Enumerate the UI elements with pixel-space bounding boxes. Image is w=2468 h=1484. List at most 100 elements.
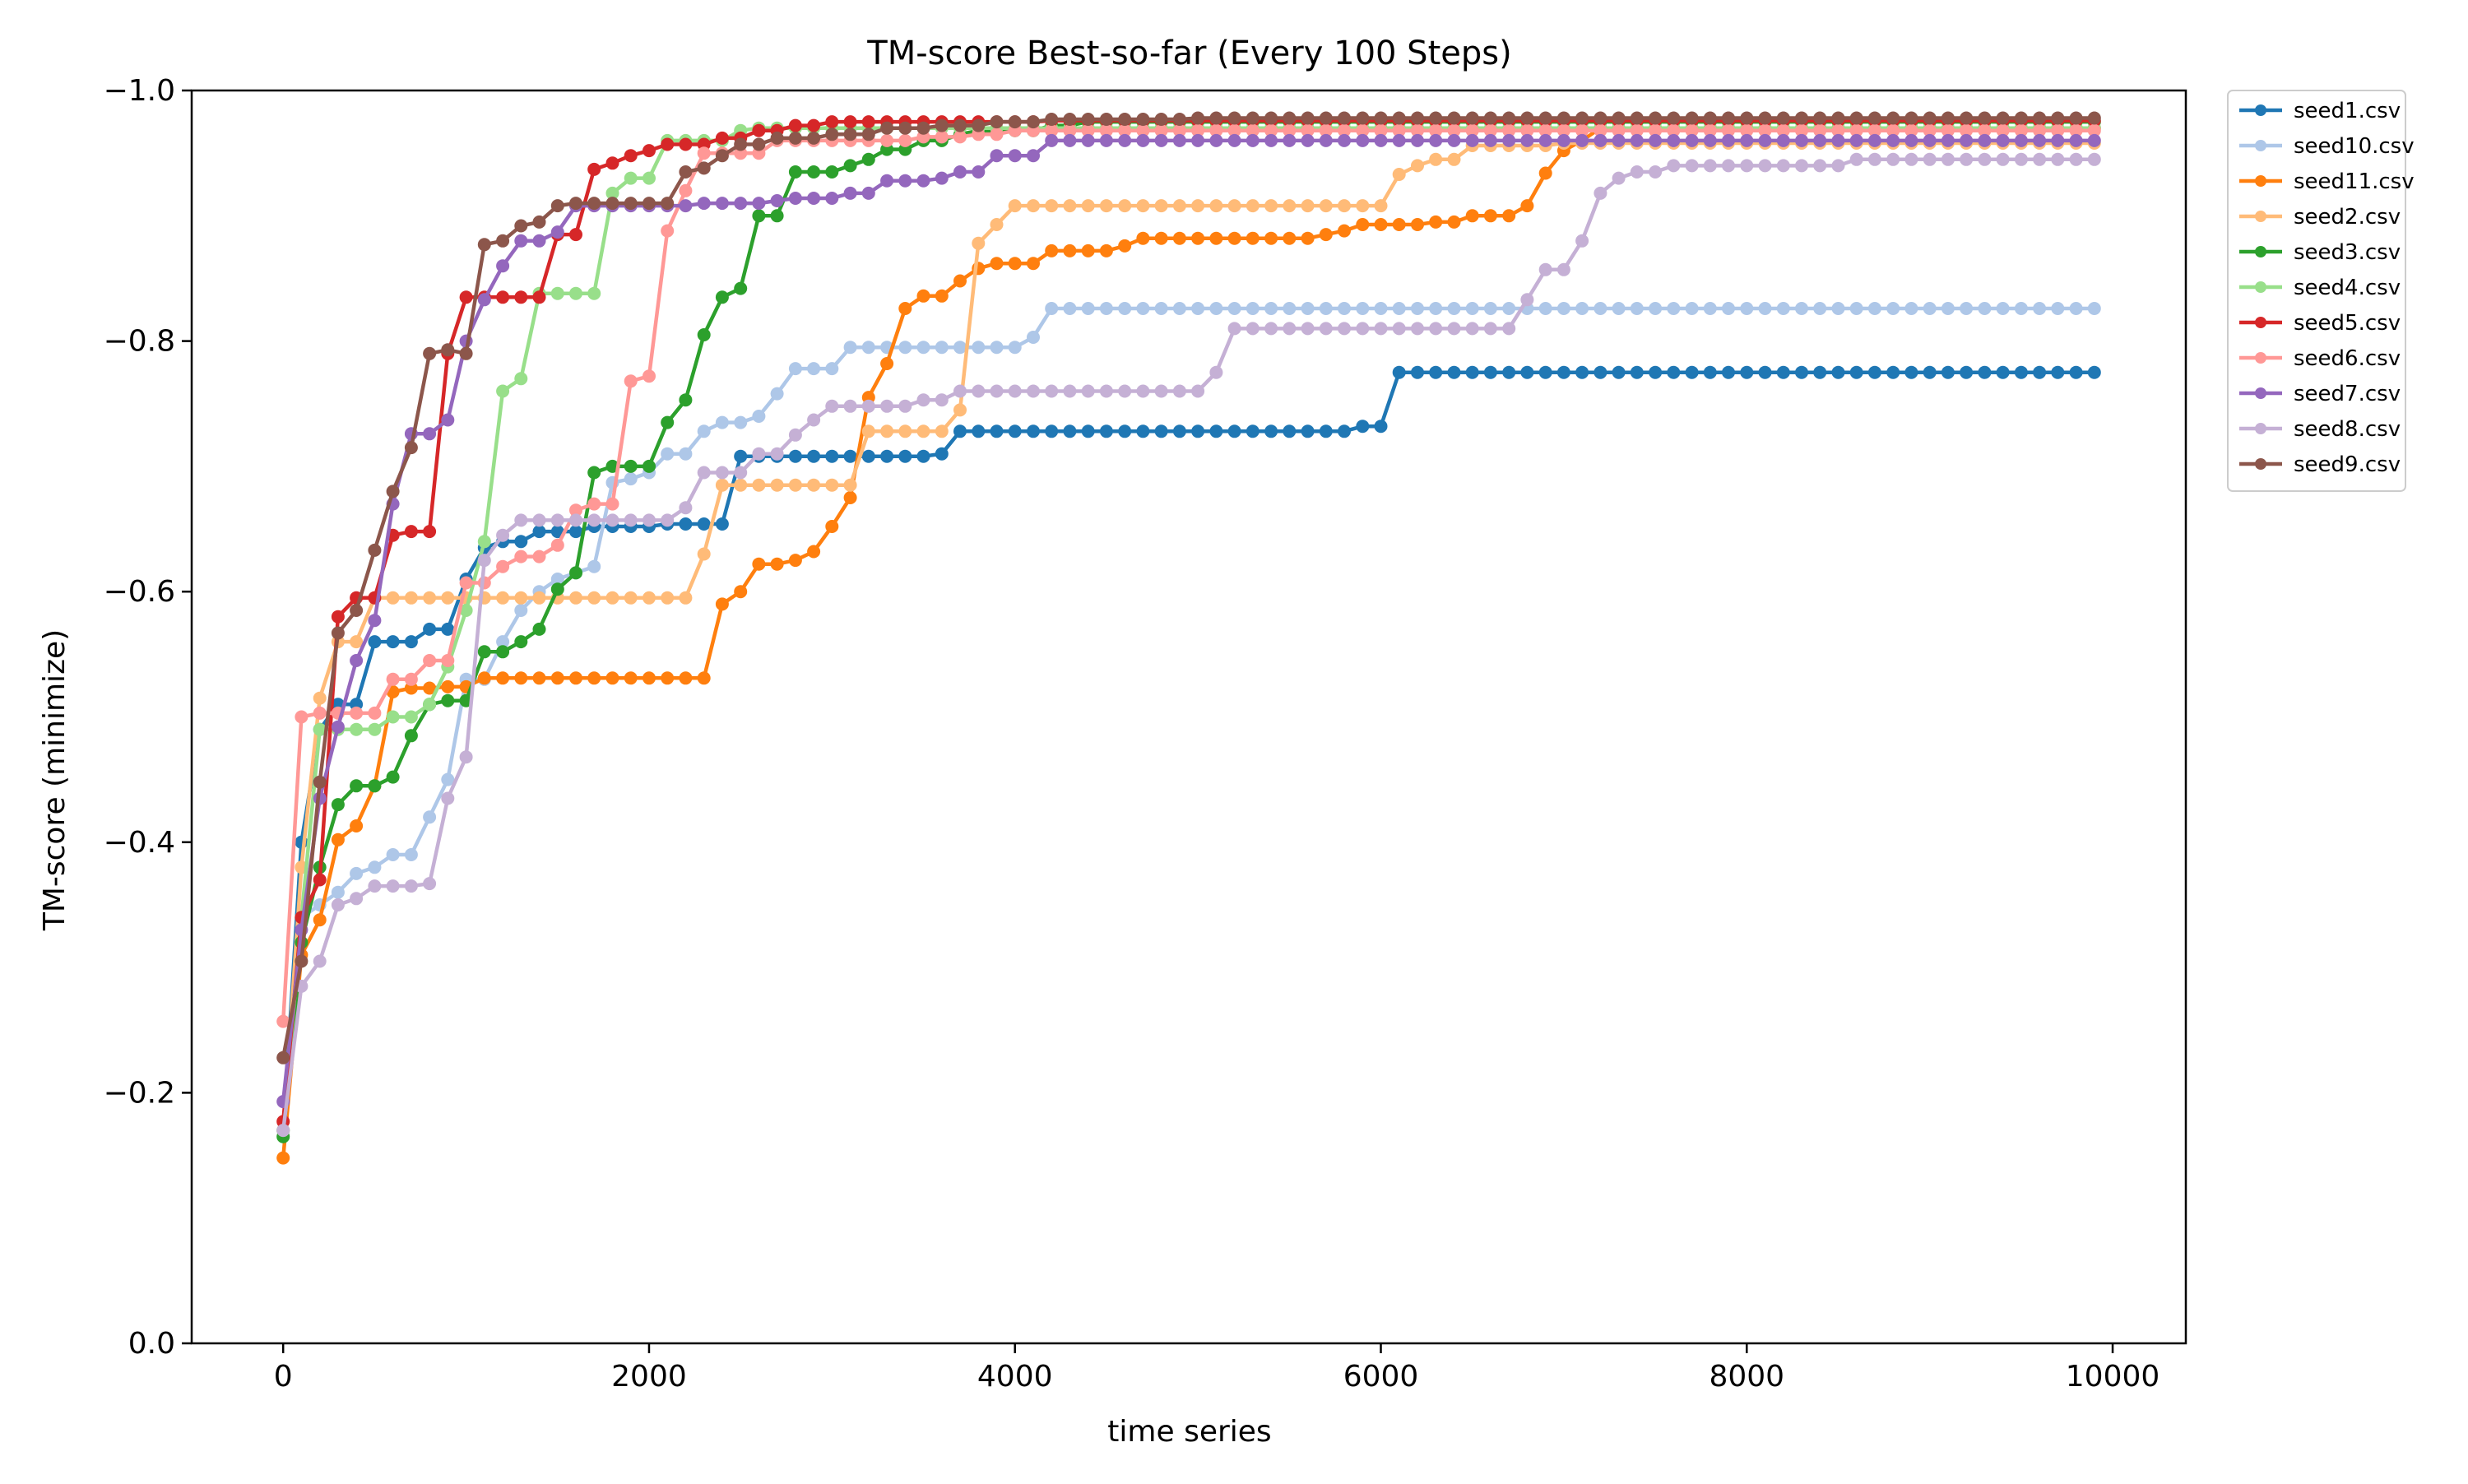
data-point [496, 635, 510, 649]
data-point [1301, 424, 1315, 438]
data-point [825, 449, 839, 463]
data-point [1795, 133, 1808, 147]
data-point [734, 585, 748, 599]
data-point [1538, 166, 1552, 180]
data-point [715, 466, 729, 480]
data-point [825, 128, 839, 141]
data-point [1849, 365, 1863, 379]
data-point [1722, 111, 1735, 125]
data-point [331, 885, 345, 899]
data-point [916, 289, 930, 303]
data-point [880, 449, 894, 463]
legend-label: seed3.csv [2294, 240, 2401, 265]
data-point [1886, 133, 1900, 147]
data-point [441, 654, 455, 667]
data-point [788, 362, 802, 376]
data-point [2014, 302, 2028, 315]
data-point [843, 128, 857, 141]
data-point [1081, 113, 1095, 126]
data-point [1849, 152, 1863, 166]
data-point [1008, 257, 1022, 271]
data-point [496, 528, 510, 542]
data-point [1118, 239, 1132, 253]
data-point [587, 197, 601, 211]
data-point [587, 591, 601, 605]
series-line [281, 116, 2095, 1059]
data-point [423, 622, 437, 636]
data-point [1338, 302, 1351, 315]
data-point [605, 497, 619, 511]
data-point [715, 517, 729, 531]
data-point [514, 671, 528, 685]
legend-swatch-marker [2255, 281, 2266, 293]
data-point [972, 424, 986, 438]
data-point [1904, 365, 1918, 379]
x-tick-label: 8000 [1709, 1360, 1784, 1394]
data-point [496, 559, 510, 573]
data-point [350, 635, 364, 649]
data-point [1264, 199, 1278, 213]
data-point [624, 671, 638, 685]
data-point [1246, 302, 1260, 315]
data-point [788, 131, 802, 145]
data-point [1227, 231, 1241, 245]
series-line [281, 157, 2095, 1131]
data-point [569, 525, 582, 539]
series-seed9 [276, 111, 2101, 1064]
data-point [1667, 302, 1681, 315]
data-point [752, 478, 766, 492]
data-point [423, 681, 437, 695]
data-point [1392, 168, 1406, 181]
data-point [1465, 133, 1479, 147]
data-point [935, 393, 949, 407]
data-point [1685, 123, 1699, 137]
data-point [825, 478, 839, 492]
data-point [1649, 302, 1663, 315]
data-point [1502, 209, 1516, 223]
data-point [386, 635, 400, 649]
data-point [1465, 322, 1479, 336]
data-point [1283, 133, 1297, 147]
data-point [1045, 424, 1059, 438]
data-point [752, 410, 766, 423]
data-point [350, 706, 364, 720]
data-point [661, 197, 675, 211]
data-point [1867, 152, 1881, 166]
data-point [550, 573, 564, 586]
y-axis-label: TM-score (minimize) [38, 629, 72, 931]
data-point [1063, 123, 1077, 137]
data-point [1136, 133, 1150, 147]
data-point [990, 424, 1004, 438]
data-point [1154, 302, 1168, 315]
data-point [661, 513, 675, 527]
data-point [1411, 218, 1424, 231]
data-point [1429, 365, 1443, 379]
data-point [935, 447, 949, 461]
data-point [953, 118, 967, 132]
data-point [1099, 243, 1113, 257]
data-point [1612, 123, 1626, 137]
data-point [605, 591, 619, 605]
data-point [1338, 224, 1351, 238]
data-point [2014, 133, 2028, 147]
data-point [1996, 133, 2010, 147]
data-point [898, 302, 912, 315]
data-point [788, 428, 802, 442]
data-point [1264, 133, 1278, 147]
data-point [1594, 123, 1607, 137]
data-point [1556, 365, 1570, 379]
data-point [605, 513, 619, 527]
data-point [276, 1151, 290, 1165]
data-point [587, 497, 601, 511]
data-point [477, 671, 491, 685]
data-point [1429, 111, 1443, 125]
data-point [1722, 302, 1735, 315]
data-point [1374, 420, 1388, 434]
data-point [624, 197, 638, 211]
data-point [1594, 133, 1607, 147]
data-point [331, 898, 345, 911]
data-point [532, 550, 546, 563]
data-point [459, 750, 473, 764]
legend-item: seed6.csv [2239, 346, 2401, 371]
